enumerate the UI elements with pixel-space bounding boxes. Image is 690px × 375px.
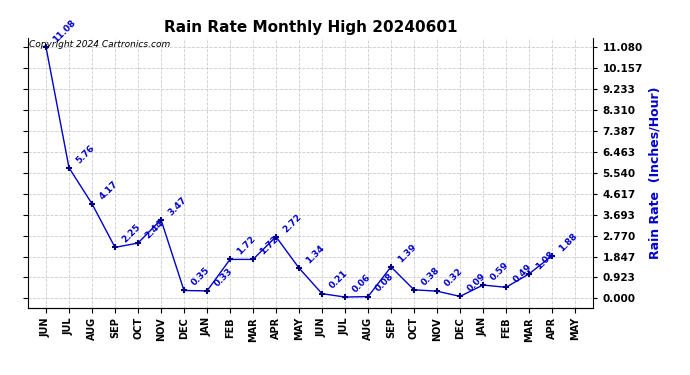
Text: 0.21: 0.21 [328, 269, 349, 291]
Text: 0.09: 0.09 [466, 272, 487, 294]
Text: 2.44: 2.44 [144, 218, 166, 240]
Text: 1.08: 1.08 [535, 249, 556, 271]
Text: 2.25: 2.25 [121, 223, 143, 245]
Text: Copyright 2024 Cartronics.com: Copyright 2024 Cartronics.com [29, 40, 170, 49]
Y-axis label: Rain Rate  (Inches/Hour): Rain Rate (Inches/Hour) [649, 86, 661, 259]
Text: 0.32: 0.32 [442, 267, 464, 288]
Title: Rain Rate Monthly High 20240601: Rain Rate Monthly High 20240601 [164, 20, 457, 35]
Text: 0.49: 0.49 [511, 262, 533, 285]
Text: 1.88: 1.88 [558, 231, 580, 253]
Text: 3.47: 3.47 [166, 195, 189, 217]
Text: 4.17: 4.17 [97, 179, 120, 201]
Text: 0.35: 0.35 [190, 266, 211, 288]
Text: 5.76: 5.76 [75, 143, 97, 165]
Text: 1.34: 1.34 [304, 243, 326, 265]
Text: 0.38: 0.38 [420, 265, 442, 287]
Text: 0.33: 0.33 [213, 266, 235, 288]
Text: 11.08: 11.08 [52, 18, 78, 44]
Text: 2.72: 2.72 [282, 212, 304, 234]
Text: 0.59: 0.59 [489, 260, 511, 282]
Text: 1.72: 1.72 [235, 234, 257, 256]
Text: 1.39: 1.39 [397, 242, 419, 264]
Text: 0.06: 0.06 [351, 273, 373, 294]
Text: 1.72: 1.72 [259, 234, 281, 256]
Text: 0.08: 0.08 [373, 272, 395, 294]
